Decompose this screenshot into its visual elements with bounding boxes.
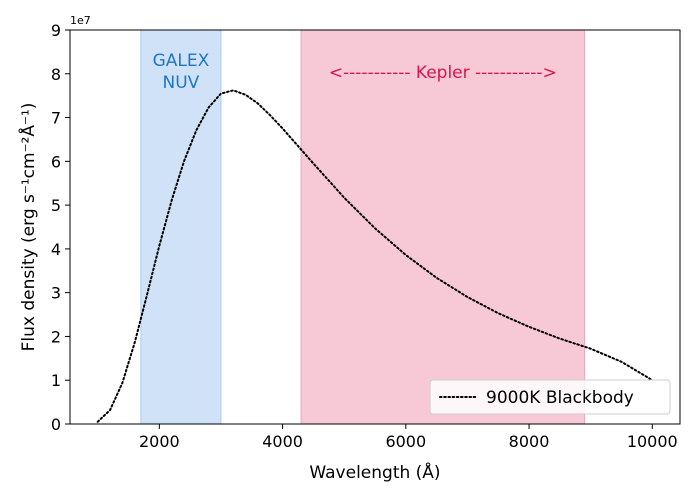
y-tick-label: 9 (51, 21, 61, 40)
x-tick-label: 8000 (509, 432, 550, 451)
x-axis-label: Wavelength (Å) (309, 461, 440, 483)
band-label-0: GALEX NUV (153, 51, 210, 93)
x-tick-label: 2000 (139, 432, 180, 451)
y-tick-label: 5 (51, 196, 61, 215)
y-axis-label: Flux density (erg s⁻¹cm⁻²Å⁻¹) (17, 103, 39, 352)
y-tick-label: 6 (51, 152, 61, 171)
band-label-line: GALEX (153, 51, 210, 71)
y-tick-label: 7 (51, 109, 61, 128)
y-tick-label: 8 (51, 65, 61, 84)
x-tick-label: 6000 (385, 432, 426, 451)
band-1 (300, 29, 585, 425)
y-offset-label: 1e7 (70, 14, 91, 27)
series-line (96, 89, 654, 423)
bands-layer (140, 29, 585, 425)
x-tick-label: 10000 (627, 432, 678, 451)
y-tick-label: 1 (51, 371, 61, 390)
band-labels-layer: GALEX NUV <----------- Kepler -----------> (153, 51, 557, 93)
band-0 (140, 29, 222, 425)
x-tick-label: 4000 (262, 432, 303, 451)
ticks-layer: 2000 4000 6000 8000 10000 0 1 2 3 4 5 6 7 8 9 (51, 21, 678, 451)
y-tick-label: 4 (51, 240, 61, 259)
series-layer (96, 89, 654, 423)
y-tick-label: 2 (51, 327, 61, 346)
legend: 9000K Blackbody (429, 379, 671, 415)
legend-label: 9000K Blackbody (486, 388, 634, 408)
band-label-1: <----------- Kepler -----------> (329, 63, 557, 83)
y-tick-label: 0 (51, 415, 61, 434)
band-label-line: NUV (163, 73, 200, 93)
y-tick-label: 3 (51, 284, 61, 303)
plot-frame (69, 29, 681, 425)
legend-box (429, 379, 671, 415)
